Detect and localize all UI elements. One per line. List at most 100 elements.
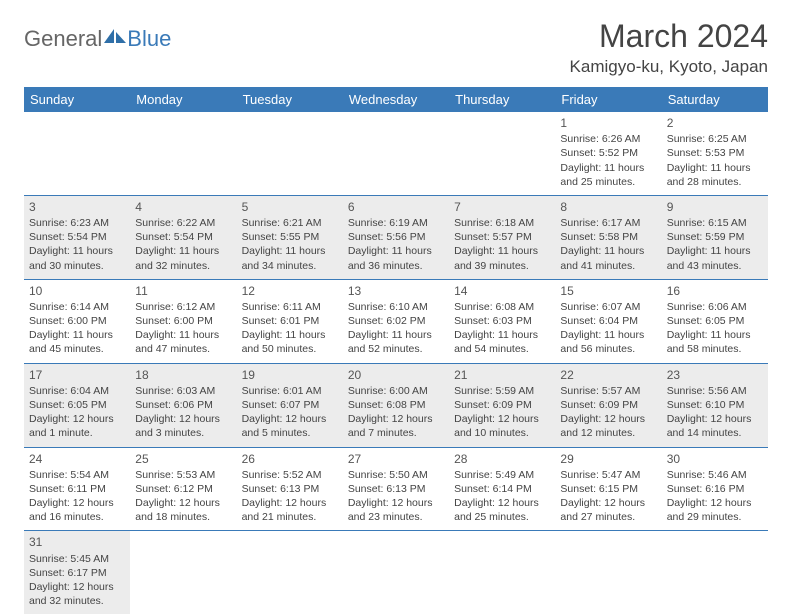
sunset-text: Sunset: 6:12 PM xyxy=(135,482,231,496)
sunset-text: Sunset: 6:14 PM xyxy=(454,482,550,496)
header: General Blue March 2024 Kamigyo-ku, Kyot… xyxy=(24,18,768,77)
calendar-week-row: 1Sunrise: 6:26 AMSunset: 5:52 PMDaylight… xyxy=(24,112,768,195)
sail-icon xyxy=(104,27,126,43)
daylight-text: Daylight: 11 hours and 34 minutes. xyxy=(242,244,338,272)
calendar-day-cell: 3Sunrise: 6:23 AMSunset: 5:54 PMDaylight… xyxy=(24,195,130,279)
calendar-week-row: 3Sunrise: 6:23 AMSunset: 5:54 PMDaylight… xyxy=(24,195,768,279)
daylight-text: Daylight: 12 hours and 14 minutes. xyxy=(667,412,763,440)
sunrise-text: Sunrise: 6:08 AM xyxy=(454,300,550,314)
sunrise-text: Sunrise: 5:56 AM xyxy=(667,384,763,398)
sunset-text: Sunset: 6:02 PM xyxy=(348,314,444,328)
day-number: 6 xyxy=(348,199,444,215)
sunrise-text: Sunrise: 6:26 AM xyxy=(560,132,656,146)
daylight-text: Daylight: 11 hours and 32 minutes. xyxy=(135,244,231,272)
day-number: 28 xyxy=(454,451,550,467)
calendar-day-cell: 30Sunrise: 5:46 AMSunset: 6:16 PMDayligh… xyxy=(662,447,768,531)
calendar-day-cell xyxy=(343,531,449,614)
calendar-day-cell: 9Sunrise: 6:15 AMSunset: 5:59 PMDaylight… xyxy=(662,195,768,279)
day-number: 9 xyxy=(667,199,763,215)
calendar-day-cell: 22Sunrise: 5:57 AMSunset: 6:09 PMDayligh… xyxy=(555,363,661,447)
calendar-day-cell xyxy=(662,531,768,614)
daylight-text: Daylight: 12 hours and 27 minutes. xyxy=(560,496,656,524)
calendar-day-cell xyxy=(555,531,661,614)
sunrise-text: Sunrise: 6:03 AM xyxy=(135,384,231,398)
day-number: 7 xyxy=(454,199,550,215)
sunrise-text: Sunrise: 6:00 AM xyxy=(348,384,444,398)
daylight-text: Daylight: 11 hours and 58 minutes. xyxy=(667,328,763,356)
calendar-day-cell: 29Sunrise: 5:47 AMSunset: 6:15 PMDayligh… xyxy=(555,447,661,531)
day-number: 3 xyxy=(29,199,125,215)
day-number: 15 xyxy=(560,283,656,299)
daylight-text: Daylight: 11 hours and 56 minutes. xyxy=(560,328,656,356)
daylight-text: Daylight: 12 hours and 23 minutes. xyxy=(348,496,444,524)
sunset-text: Sunset: 6:01 PM xyxy=(242,314,338,328)
daylight-text: Daylight: 12 hours and 18 minutes. xyxy=(135,496,231,524)
daylight-text: Daylight: 12 hours and 10 minutes. xyxy=(454,412,550,440)
day-number: 1 xyxy=(560,115,656,131)
calendar-day-cell: 12Sunrise: 6:11 AMSunset: 6:01 PMDayligh… xyxy=(237,279,343,363)
weekday-header-row: Sunday Monday Tuesday Wednesday Thursday… xyxy=(24,87,768,112)
title-block: March 2024 Kamigyo-ku, Kyoto, Japan xyxy=(570,18,768,77)
calendar-day-cell: 2Sunrise: 6:25 AMSunset: 5:53 PMDaylight… xyxy=(662,112,768,195)
calendar-day-cell xyxy=(130,531,236,614)
sunset-text: Sunset: 6:07 PM xyxy=(242,398,338,412)
logo: General Blue xyxy=(24,18,171,52)
sunset-text: Sunset: 6:05 PM xyxy=(29,398,125,412)
sunset-text: Sunset: 6:13 PM xyxy=(242,482,338,496)
calendar-day-cell xyxy=(449,112,555,195)
day-number: 23 xyxy=(667,367,763,383)
day-number: 5 xyxy=(242,199,338,215)
sunrise-text: Sunrise: 5:57 AM xyxy=(560,384,656,398)
sunset-text: Sunset: 6:06 PM xyxy=(135,398,231,412)
calendar-table: Sunday Monday Tuesday Wednesday Thursday… xyxy=(24,87,768,614)
daylight-text: Daylight: 11 hours and 36 minutes. xyxy=(348,244,444,272)
day-number: 26 xyxy=(242,451,338,467)
sunrise-text: Sunrise: 6:12 AM xyxy=(135,300,231,314)
logo-text-1: General xyxy=(24,26,102,52)
calendar-day-cell xyxy=(343,112,449,195)
sunrise-text: Sunrise: 6:10 AM xyxy=(348,300,444,314)
daylight-text: Daylight: 11 hours and 25 minutes. xyxy=(560,161,656,189)
calendar-day-cell: 10Sunrise: 6:14 AMSunset: 6:00 PMDayligh… xyxy=(24,279,130,363)
daylight-text: Daylight: 11 hours and 28 minutes. xyxy=(667,161,763,189)
sunrise-text: Sunrise: 6:17 AM xyxy=(560,216,656,230)
daylight-text: Daylight: 11 hours and 50 minutes. xyxy=(242,328,338,356)
day-number: 21 xyxy=(454,367,550,383)
day-number: 30 xyxy=(667,451,763,467)
sunrise-text: Sunrise: 6:14 AM xyxy=(29,300,125,314)
day-number: 22 xyxy=(560,367,656,383)
sunrise-text: Sunrise: 6:04 AM xyxy=(29,384,125,398)
daylight-text: Daylight: 11 hours and 39 minutes. xyxy=(454,244,550,272)
sunset-text: Sunset: 6:08 PM xyxy=(348,398,444,412)
sunset-text: Sunset: 6:04 PM xyxy=(560,314,656,328)
calendar-day-cell: 5Sunrise: 6:21 AMSunset: 5:55 PMDaylight… xyxy=(237,195,343,279)
day-number: 17 xyxy=(29,367,125,383)
sunrise-text: Sunrise: 6:18 AM xyxy=(454,216,550,230)
calendar-day-cell: 25Sunrise: 5:53 AMSunset: 6:12 PMDayligh… xyxy=(130,447,236,531)
calendar-day-cell: 4Sunrise: 6:22 AMSunset: 5:54 PMDaylight… xyxy=(130,195,236,279)
day-number: 10 xyxy=(29,283,125,299)
calendar-day-cell: 13Sunrise: 6:10 AMSunset: 6:02 PMDayligh… xyxy=(343,279,449,363)
day-number: 27 xyxy=(348,451,444,467)
calendar-day-cell: 20Sunrise: 6:00 AMSunset: 6:08 PMDayligh… xyxy=(343,363,449,447)
weekday-header: Wednesday xyxy=(343,87,449,112)
daylight-text: Daylight: 11 hours and 41 minutes. xyxy=(560,244,656,272)
sunrise-text: Sunrise: 5:59 AM xyxy=(454,384,550,398)
day-number: 19 xyxy=(242,367,338,383)
daylight-text: Daylight: 11 hours and 54 minutes. xyxy=(454,328,550,356)
weekday-header: Monday xyxy=(130,87,236,112)
sunset-text: Sunset: 6:15 PM xyxy=(560,482,656,496)
sunset-text: Sunset: 5:54 PM xyxy=(135,230,231,244)
sunrise-text: Sunrise: 6:25 AM xyxy=(667,132,763,146)
day-number: 24 xyxy=(29,451,125,467)
calendar-day-cell: 17Sunrise: 6:04 AMSunset: 6:05 PMDayligh… xyxy=(24,363,130,447)
sunset-text: Sunset: 6:00 PM xyxy=(29,314,125,328)
sunset-text: Sunset: 5:55 PM xyxy=(242,230,338,244)
sunrise-text: Sunrise: 6:07 AM xyxy=(560,300,656,314)
daylight-text: Daylight: 12 hours and 29 minutes. xyxy=(667,496,763,524)
month-title: March 2024 xyxy=(570,18,768,55)
sunset-text: Sunset: 6:17 PM xyxy=(29,566,125,580)
calendar-day-cell: 8Sunrise: 6:17 AMSunset: 5:58 PMDaylight… xyxy=(555,195,661,279)
sunrise-text: Sunrise: 6:01 AM xyxy=(242,384,338,398)
daylight-text: Daylight: 12 hours and 5 minutes. xyxy=(242,412,338,440)
